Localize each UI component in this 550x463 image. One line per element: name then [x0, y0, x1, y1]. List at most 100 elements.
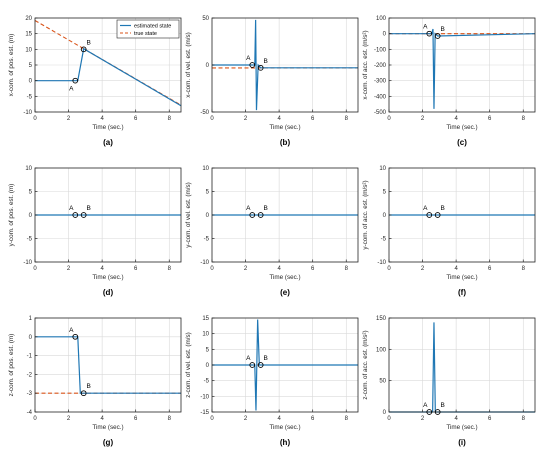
marker-a — [426, 212, 433, 218]
x-tick-label: 4 — [100, 266, 104, 272]
y-tick-label: -5 — [381, 237, 387, 243]
x-tick-label: 0 — [387, 266, 391, 272]
marker-b — [434, 409, 441, 415]
panel-a: 0 2 4 6 8 -10 -5 0 5 10 15 20 Time (sec.) x-com. of p… — [8, 16, 182, 147]
x-tick-label: 0 — [387, 416, 391, 422]
y-tick-label: 0 — [206, 363, 210, 369]
y-tick-label: -50 — [200, 110, 209, 116]
plot-area — [35, 318, 181, 412]
y-tick-label: 150 — [376, 316, 387, 322]
x-tick-label: 8 — [345, 416, 349, 422]
x-tick-label: 2 — [67, 116, 71, 122]
y-tick-label: 100 — [376, 347, 387, 353]
y-tick-label: 10 — [379, 166, 386, 172]
x-tick-label: 4 — [277, 116, 281, 122]
y-tick-label: -15 — [200, 410, 209, 416]
x-tick-label: 2 — [421, 116, 425, 122]
y-tick-label: 50 — [202, 16, 209, 22]
x-axis-label: Time (sec.) — [269, 274, 300, 281]
x-tick-label: 6 — [134, 116, 138, 122]
panel-caption: (f) — [458, 288, 466, 297]
marker-a — [72, 333, 79, 340]
x-tick-label: 2 — [244, 416, 248, 422]
marker-a — [426, 30, 433, 37]
marker-a — [72, 212, 79, 218]
marker-label-a: A — [423, 402, 428, 409]
marker-b — [80, 46, 87, 53]
x-tick-label: 2 — [67, 416, 71, 422]
legend-box — [116, 19, 180, 39]
marker-a — [72, 77, 79, 84]
panel-e: 0 2 4 6 8 -10 -5 0 5 10 Time (sec.) y-com. of vel. … — [185, 166, 359, 297]
y-tick-label: 5 — [383, 190, 387, 196]
marker-label-a: A — [423, 24, 428, 31]
marker-b — [434, 33, 441, 39]
y-tick-label: 5 — [206, 190, 210, 196]
y-tick-label: -10 — [200, 260, 209, 266]
y-tick-label: -500 — [374, 110, 387, 116]
x-tick-label: 4 — [454, 116, 458, 122]
x-tick-label: 6 — [311, 116, 315, 122]
x-axis-label: Time (sec.) — [446, 274, 477, 281]
y-tick-label: 0 — [206, 213, 210, 219]
plot-area — [389, 318, 535, 412]
marker-label-a: A — [246, 355, 251, 362]
y-tick-label: 10 — [202, 166, 209, 172]
panel-caption: (d) — [103, 288, 114, 297]
x-tick-label: 2 — [421, 266, 425, 272]
true-state-line — [34, 20, 182, 106]
x-tick-label: 6 — [488, 266, 492, 272]
x-tick-label: 2 — [244, 266, 248, 272]
y-tick-label: 15 — [202, 316, 209, 322]
y-axis-label: z-com. of acc. est. (m/s²) — [362, 330, 369, 399]
y-tick-label: -1 — [27, 354, 33, 360]
marker-label-a: A — [69, 86, 74, 93]
y-axis-label: y-com. of pos. est. (m) — [8, 184, 15, 247]
y-tick-label: 0 — [29, 79, 33, 85]
y-axis-label: x-com. of pos. est. (m) — [8, 34, 15, 97]
marker-label-a: A — [246, 55, 251, 62]
x-axis-label: Time (sec.) — [92, 124, 123, 131]
y-tick-label: 0 — [383, 213, 387, 219]
marker-label-b: B — [86, 205, 90, 212]
panel-h: 0 2 4 6 8 -15 -10 -5 0 5 10 15 Time (sec.) z-com. of … — [185, 316, 359, 447]
marker-label-b: B — [86, 383, 90, 390]
x-tick-label: 4 — [100, 416, 104, 422]
marker-label-b: B — [440, 26, 444, 33]
y-tick-label: -200 — [374, 63, 387, 69]
panel-i: 0 2 4 6 8 0 50 100 150 Time (sec.) z-com. of acc. … — [362, 316, 536, 447]
x-tick-label: 8 — [522, 266, 526, 272]
x-axis-label: Time (sec.) — [92, 274, 123, 281]
x-tick-label: 8 — [522, 416, 526, 422]
axes-box — [388, 317, 536, 413]
marker-a — [249, 62, 256, 68]
marker-label-a: A — [69, 327, 74, 334]
marker-label-b: B — [86, 39, 90, 46]
legend-label-estimated: estimated state — [134, 24, 171, 30]
x-tick-label: 0 — [210, 416, 214, 422]
panel-caption: (c) — [457, 138, 467, 147]
x-tick-label: 4 — [454, 416, 458, 422]
x-tick-label: 4 — [100, 116, 104, 122]
x-tick-label: 4 — [277, 266, 281, 272]
y-tick-label: -5 — [27, 94, 33, 100]
y-tick-label: -5 — [27, 237, 33, 243]
marker-label-b: B — [440, 402, 444, 409]
marker-label-b: B — [440, 205, 444, 212]
y-tick-label: 10 — [25, 166, 32, 172]
x-tick-label: 2 — [67, 266, 71, 272]
y-tick-label: 5 — [29, 190, 33, 196]
axes-box — [34, 317, 182, 413]
x-tick-label: 6 — [134, 266, 138, 272]
x-tick-label: 8 — [168, 416, 172, 422]
panel-caption: (i) — [458, 438, 466, 447]
y-tick-label: -4 — [27, 410, 33, 416]
x-tick-label: 6 — [488, 416, 492, 422]
marker-b — [80, 390, 87, 397]
y-tick-label: 0 — [383, 410, 387, 416]
x-tick-label: 4 — [277, 416, 281, 422]
x-tick-label: 2 — [421, 416, 425, 422]
